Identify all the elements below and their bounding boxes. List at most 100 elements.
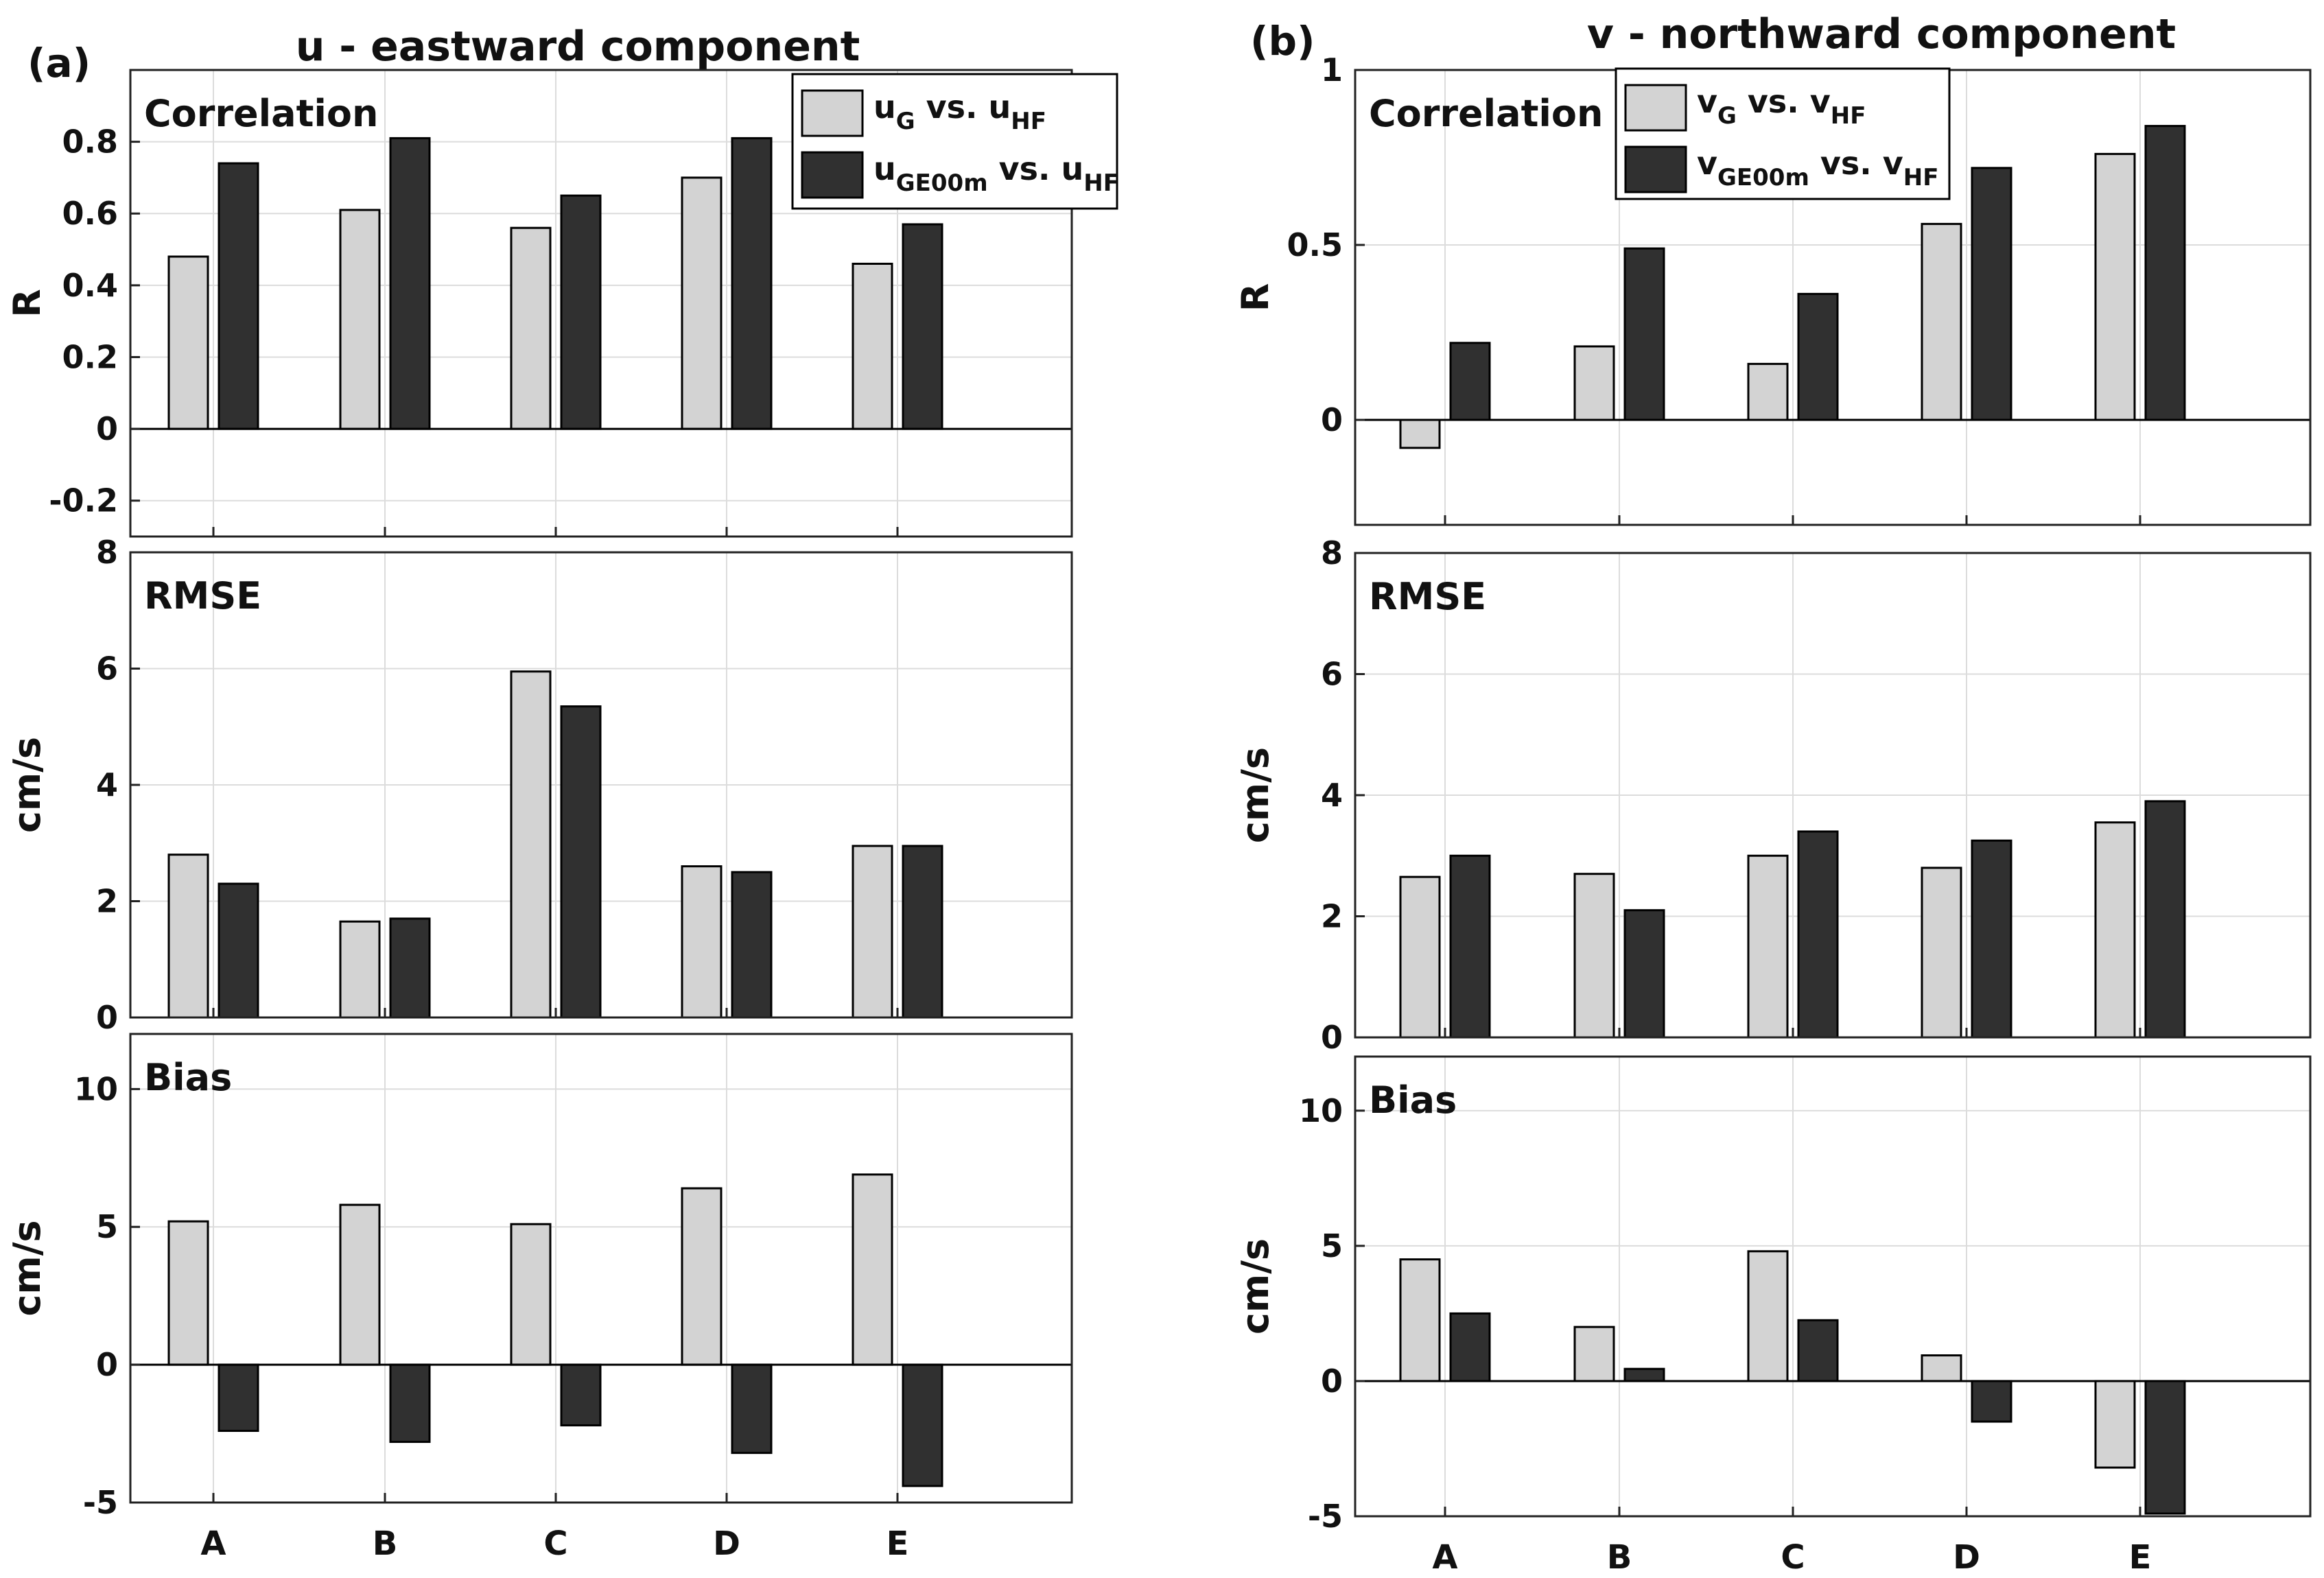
y-tick-label: 0 — [1321, 401, 1343, 438]
legend-label: vGE00m vs. vHF — [1697, 145, 1938, 191]
bar-series2-B — [389, 1363, 431, 1444]
bar-series2-B — [1623, 909, 1665, 1039]
y-tick-label: 5 — [96, 1208, 118, 1245]
bar-series1-D — [681, 1187, 723, 1366]
x-tick-label: E — [887, 1524, 909, 1563]
legend-swatch — [1624, 84, 1687, 132]
y-tick-label: 8 — [96, 534, 118, 571]
y-tick-label: 4 — [96, 766, 118, 803]
y-tick-label: 0 — [96, 410, 118, 447]
bar-series2-D — [1971, 839, 2012, 1039]
bar-series1-D — [681, 865, 723, 1019]
bar-series2-C — [1797, 1319, 1839, 1382]
y-tick-label: 0.4 — [62, 267, 119, 304]
subplot-title: Bias — [144, 1056, 232, 1099]
y-axis-label: cm/s — [5, 1220, 49, 1316]
legend-swatch — [1624, 145, 1687, 193]
bar-series1-D — [1921, 867, 1962, 1039]
bar-series1-C — [510, 226, 552, 430]
x-tick-label: A — [1432, 1538, 1457, 1577]
bar-series2-B — [389, 137, 431, 430]
subplot-bias: -5 0 5 10 Bias cm/s A B C D E — [1234, 1055, 2312, 1577]
x-tick-label: D — [1953, 1538, 1980, 1577]
bar-series1-A — [167, 1220, 209, 1366]
axes-frame — [129, 69, 1073, 538]
y-tick-label: 4 — [1321, 777, 1343, 814]
y-tick-label: 6 — [96, 650, 118, 687]
subplot-rmse: 0 2 4 6 8 RMSE cm/s — [1234, 534, 2312, 1056]
bar-series1-B — [1573, 345, 1615, 421]
legend-swatch — [801, 151, 864, 199]
panel-label: (a) — [27, 40, 91, 86]
bar-series2-A — [1449, 1312, 1491, 1382]
y-tick-label: 0.2 — [62, 338, 119, 375]
bar-series1-C — [510, 1223, 552, 1366]
bar-series2-E — [902, 1363, 943, 1487]
x-tick-label: A — [200, 1524, 226, 1563]
y-tick-label: 0 — [96, 999, 118, 1036]
bar-series2-D — [1971, 1380, 2012, 1423]
y-tick-label: 0 — [1321, 1363, 1343, 1400]
subplot-title: RMSE — [144, 574, 261, 617]
y-tick-label: 0.8 — [62, 123, 119, 161]
bar-series2-A — [1449, 342, 1491, 421]
bar-series1-C — [1747, 854, 1789, 1039]
bar-series1-A — [167, 853, 209, 1019]
y-axis-label: R — [1234, 283, 1277, 312]
panel-b: (b) v - northward component 0 0.5 1 Correlati… — [1234, 10, 2312, 1577]
bar-series2-C — [560, 705, 602, 1019]
bar-series2-B — [1623, 247, 1665, 421]
bar-series1-B — [339, 209, 381, 430]
y-tick-label: 2 — [1321, 898, 1343, 935]
bar-series2-A — [218, 1363, 259, 1433]
y-tick-label: 0.5 — [1287, 226, 1343, 263]
bar-series2-B — [389, 917, 431, 1019]
y-tick-label: 0 — [96, 1346, 118, 1383]
bar-series2-C — [1797, 292, 1839, 421]
bar-series2-C — [1797, 830, 1839, 1039]
bar-series2-D — [731, 137, 773, 430]
bar-series1-C — [1747, 1250, 1789, 1382]
bar-series2-A — [1449, 854, 1491, 1039]
bar-series1-A — [167, 255, 209, 430]
y-tick-label: 8 — [1321, 534, 1343, 572]
y-tick-label: 2 — [96, 883, 118, 920]
legend-swatch — [801, 89, 864, 137]
subplot-title: Bias — [1369, 1079, 1457, 1122]
axes-frame — [129, 1033, 1073, 1504]
bar-series2-C — [560, 194, 602, 430]
bar-series1-E — [852, 1173, 893, 1366]
bar-series1-D — [681, 176, 723, 430]
bar-series1-D — [1921, 222, 1962, 421]
bar-series1-E — [2094, 821, 2136, 1039]
bar-series1-B — [339, 920, 381, 1019]
legend: uG vs. uHF uGE00m vs. uHF — [791, 73, 1119, 210]
bar-series1-E — [852, 262, 893, 430]
panel-a: (a) u - eastward component -0.2 0 0.2 0.4 0.6 0… — [5, 23, 1119, 1563]
panel-label: (b) — [1250, 18, 1315, 64]
bar-series2-A — [218, 882, 259, 1019]
bar-series1-E — [852, 845, 893, 1019]
y-tick-label: 0 — [1321, 1019, 1343, 1056]
bar-series2-D — [1971, 167, 2012, 421]
legend: vG vs. vHF vGE00m vs. vHF — [1615, 67, 1951, 200]
subplot-title: RMSE — [1369, 575, 1486, 618]
legend-label: vG vs. vHF — [1697, 83, 1866, 130]
x-tick-label: B — [373, 1524, 398, 1563]
y-tick-label: 5 — [1321, 1227, 1343, 1264]
y-tick-label: -5 — [1308, 1498, 1343, 1535]
bar-series1-A — [1399, 875, 1441, 1039]
bar-series2-E — [2144, 125, 2186, 421]
bar-series1-D — [1921, 1354, 1962, 1382]
bar-series2-D — [731, 871, 773, 1019]
x-tick-label: C — [543, 1524, 567, 1563]
subplot-bias: -5 0 5 10 Bias cm/s A B C D E — [5, 1033, 1073, 1563]
y-axis-label: R — [5, 289, 49, 318]
y-tick-label: -0.2 — [49, 482, 118, 519]
bar-series1-E — [2094, 152, 2136, 421]
subplot-title: Correlation — [144, 92, 378, 135]
x-tick-label: C — [1781, 1538, 1805, 1577]
bar-series1-B — [1573, 873, 1615, 1039]
bar-series1-B — [1573, 1326, 1615, 1382]
